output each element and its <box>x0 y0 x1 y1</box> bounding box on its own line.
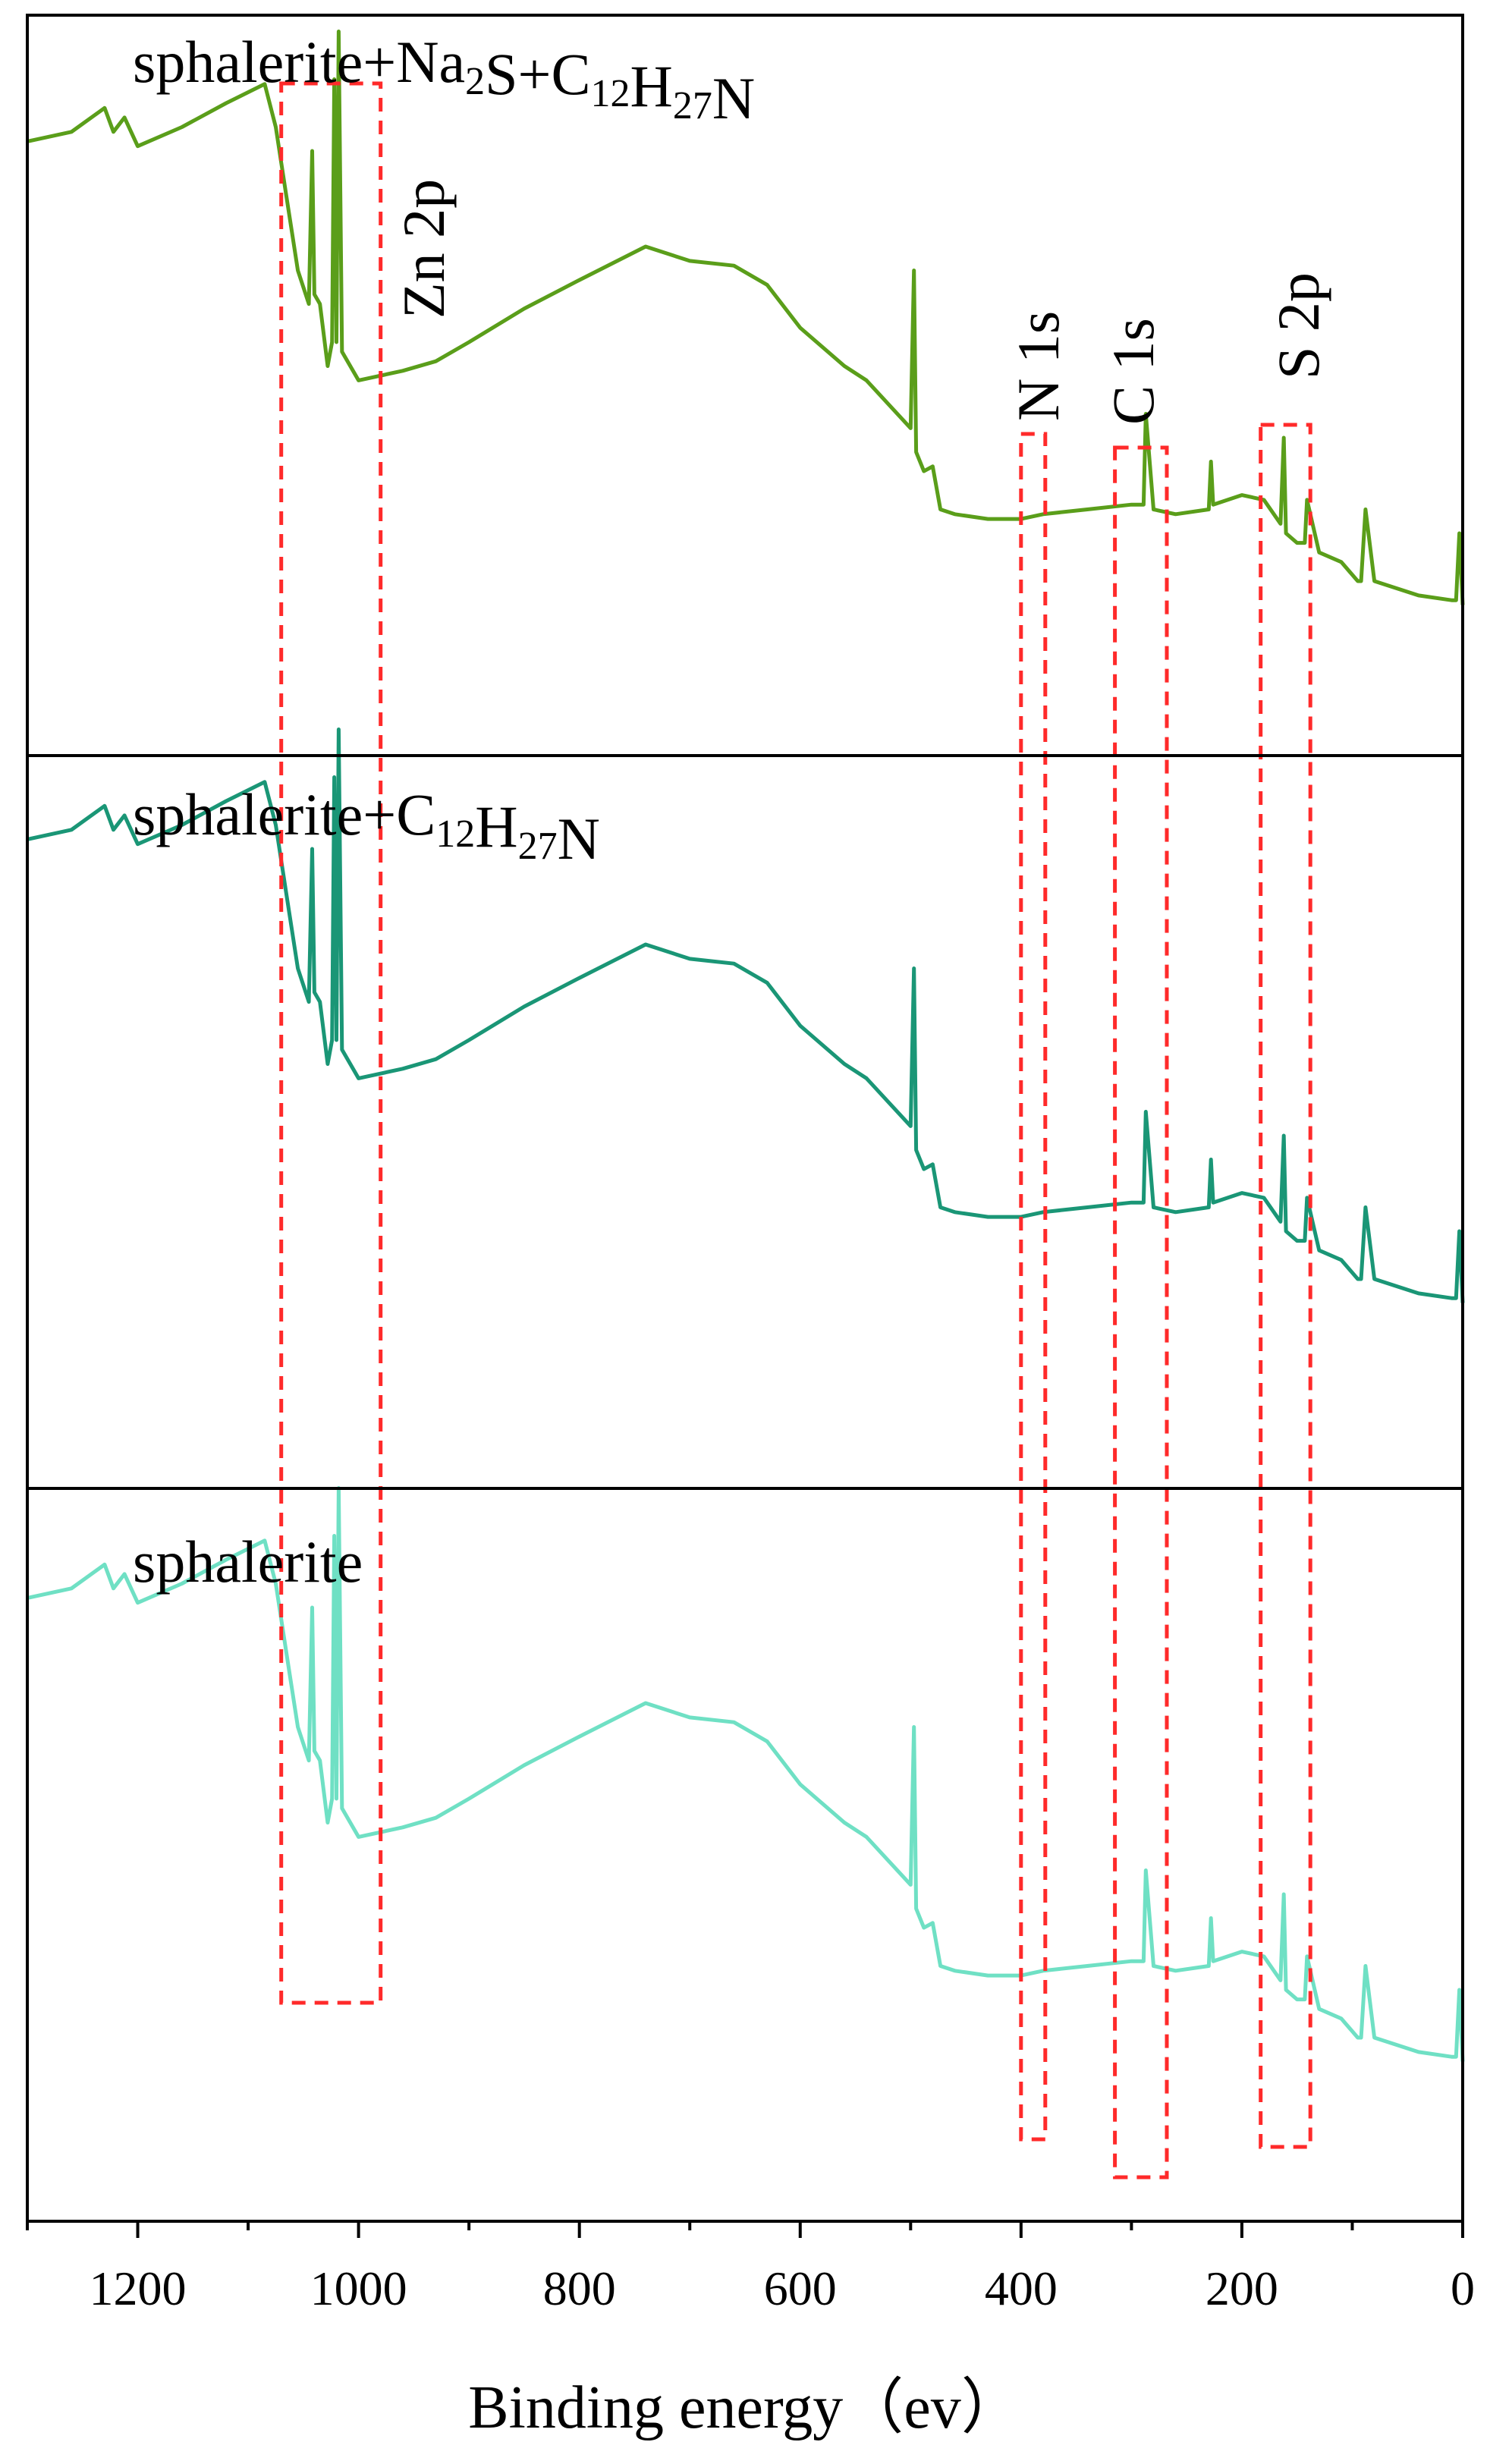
x-tick-label-1200: 1200 <box>90 2261 187 2315</box>
text-layer: sphalerite+Na2S+C12H27N sphalerite+C12H27… <box>90 29 1475 2441</box>
x-tick-label-400: 400 <box>985 2261 1058 2315</box>
highlight-box-2 <box>1019 432 1048 2142</box>
panel-label-3: sphalerite <box>133 1529 363 1595</box>
x-tick-label-600: 600 <box>764 2261 837 2315</box>
peak-annotation-2: N 1s <box>1005 311 1071 421</box>
series-line-3 <box>27 1486 1465 2062</box>
x-tick-label-0: 0 <box>1451 2261 1475 2315</box>
peak-annotation-3: C 1s <box>1100 318 1166 425</box>
series-line-1 <box>27 30 1465 605</box>
x-tick-label-1000: 1000 <box>310 2261 407 2315</box>
highlight-box-3 <box>1113 445 1169 2180</box>
x-tick-label-200: 200 <box>1206 2261 1278 2315</box>
x-tick-label-800: 800 <box>543 2261 616 2315</box>
panel-label-2: sphalerite+C12H27N <box>133 781 600 872</box>
panel-label-1: sphalerite+Na2S+C12H27N <box>133 29 755 131</box>
peak-annotation-4: S 2p <box>1265 272 1331 379</box>
series-line-2 <box>27 728 1465 1303</box>
highlight-box-4 <box>1259 423 1312 2149</box>
axes-frame-layer <box>26 14 1464 2238</box>
plot-frame <box>26 14 1464 2223</box>
highlight-box-layer <box>279 81 1312 2180</box>
peak-annotation-1: Zn 2p <box>391 179 457 319</box>
series-layer <box>27 30 1465 2062</box>
highlight-box-1 <box>279 81 383 2005</box>
x-axis-label: Binding energy（ev） <box>468 2374 1022 2441</box>
